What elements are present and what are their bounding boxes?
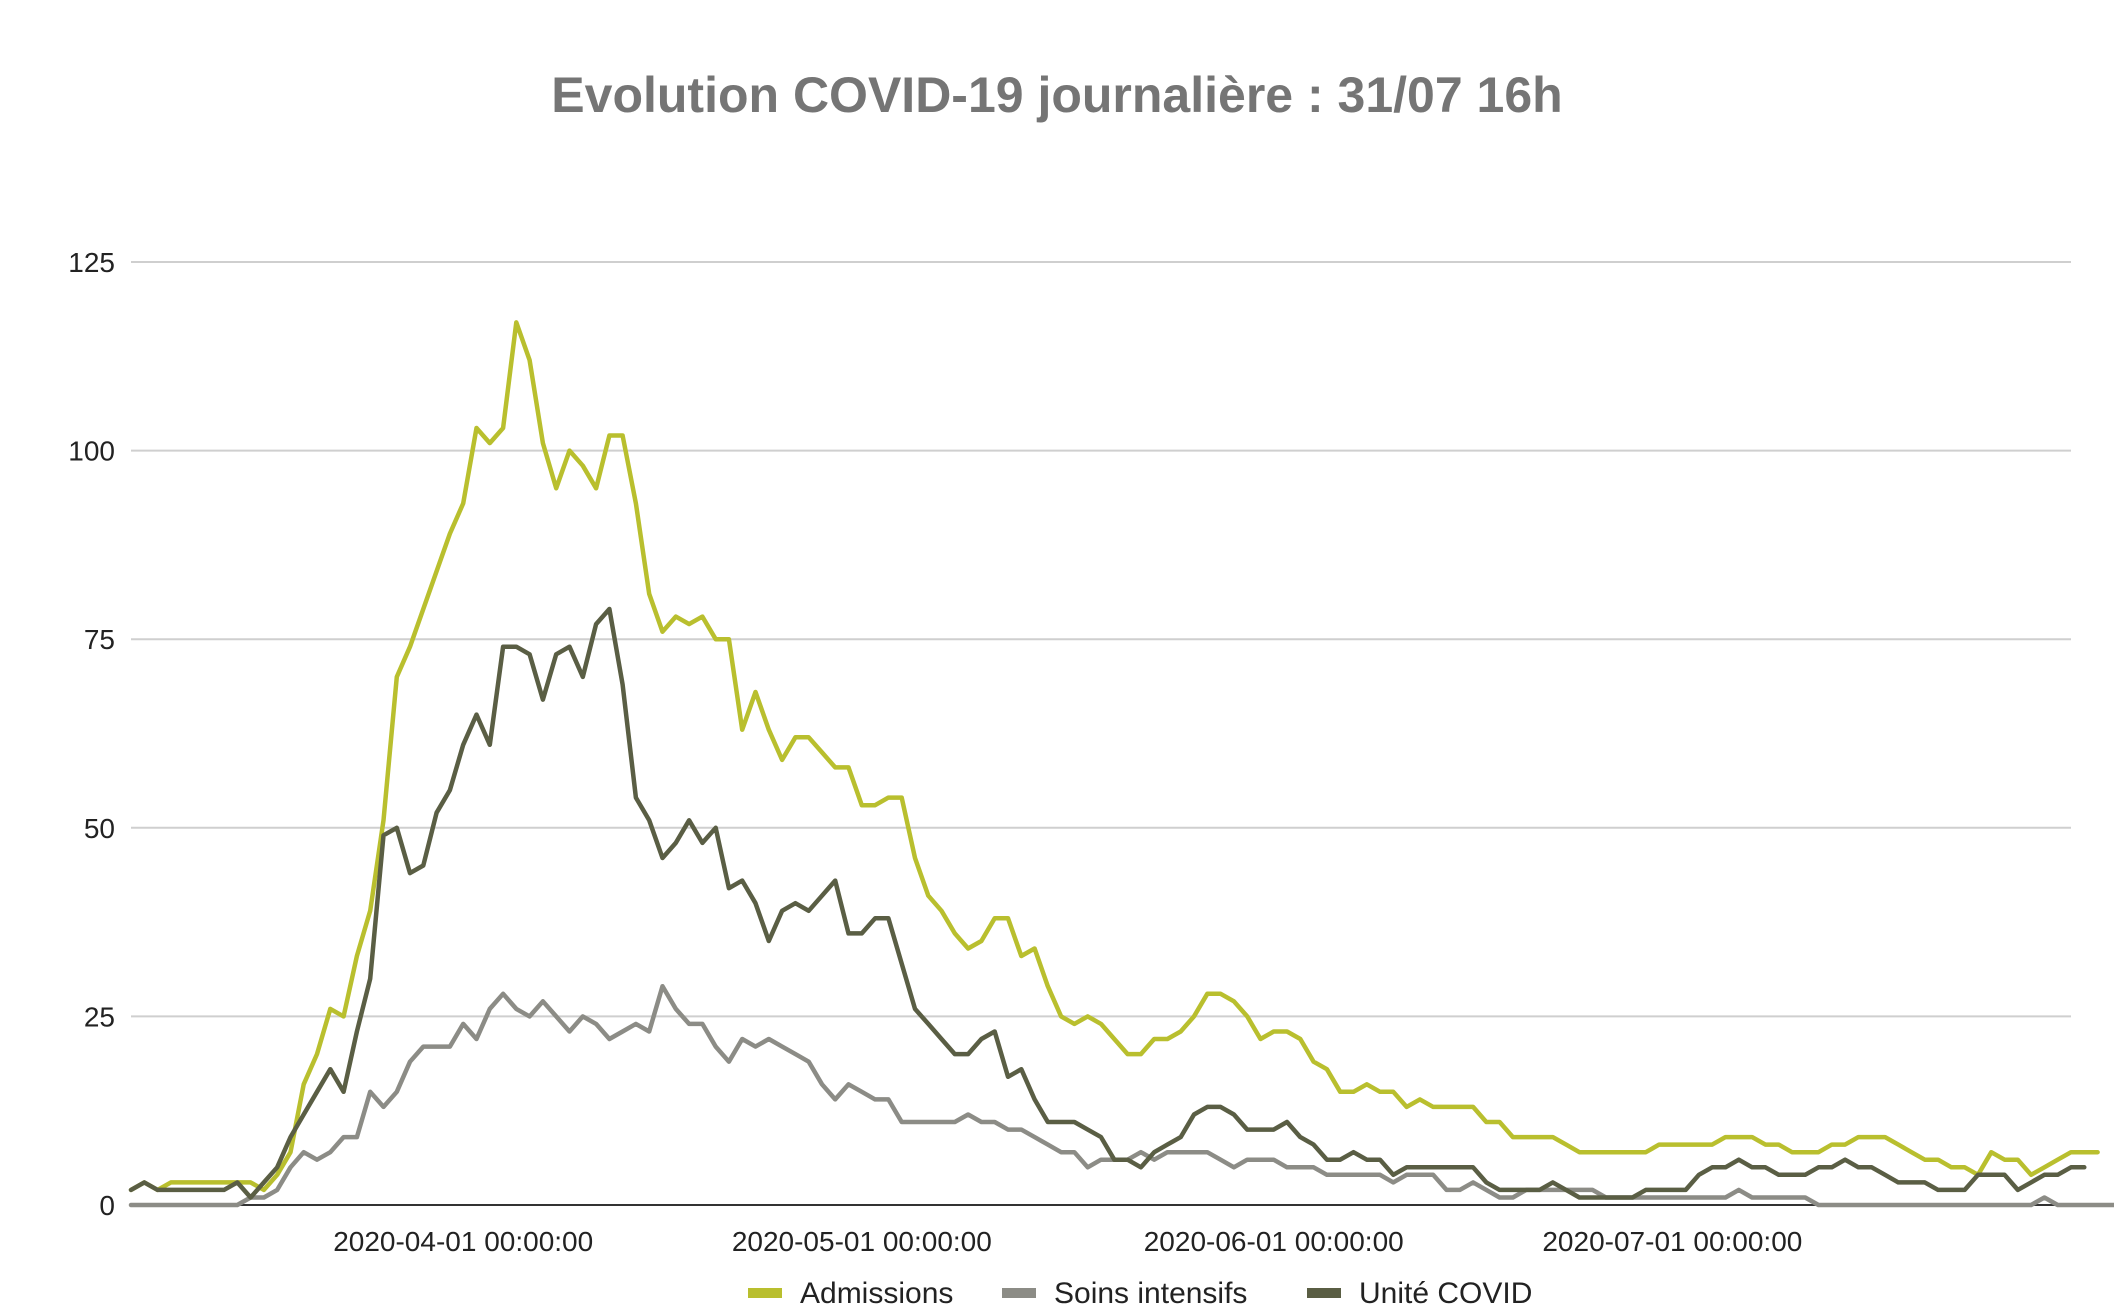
- x-tick-label-1: 2020-05-01 00:00:00: [732, 1226, 992, 1257]
- series-line-soins-intensifs: [128, 983, 2114, 1208]
- y-tick-label-75: 75: [84, 624, 115, 655]
- y-tick-label-25: 25: [84, 1001, 115, 1032]
- series-line-unite-covid: [128, 606, 2087, 1200]
- y-tick-label-0: 0: [99, 1190, 115, 1221]
- series-line-admissions: [128, 320, 2100, 1193]
- y-tick-label-125: 125: [68, 247, 115, 278]
- legend-label-admissions: Admissions: [800, 1277, 953, 1306]
- y-axis-tick-labels: 0 25 50 75 100 125: [68, 247, 115, 1221]
- x-tick-label-3: 2020-07-01 00:00:00: [1542, 1226, 1802, 1257]
- legend-swatch-admissions: [748, 1288, 782, 1298]
- x-tick-label-2: 2020-06-01 00:00:00: [1144, 1226, 1404, 1257]
- legend: Admissions Soins intensifs Unité COVID: [748, 1277, 1532, 1306]
- x-tick-label-0: 2020-04-01 00:00:00: [333, 1226, 593, 1257]
- y-tick-label-50: 50: [84, 813, 115, 844]
- gridlines: [131, 261, 2071, 1018]
- legend-swatch-soins-intensifs: [1002, 1288, 1036, 1298]
- chart-title: Evolution COVID-19 journalière : 31/07 1…: [551, 67, 1562, 123]
- x-axis-tick-labels: 2020-04-01 00:00:00 2020-05-01 00:00:00 20…: [333, 1226, 1802, 1257]
- legend-swatch-unite-covid: [1307, 1288, 1341, 1298]
- series-lines: [128, 320, 2114, 1208]
- y-tick-label-100: 100: [68, 436, 115, 467]
- legend-label-unite-covid: Unité COVID: [1359, 1277, 1532, 1306]
- legend-label-soins-intensifs: Soins intensifs: [1054, 1277, 1247, 1306]
